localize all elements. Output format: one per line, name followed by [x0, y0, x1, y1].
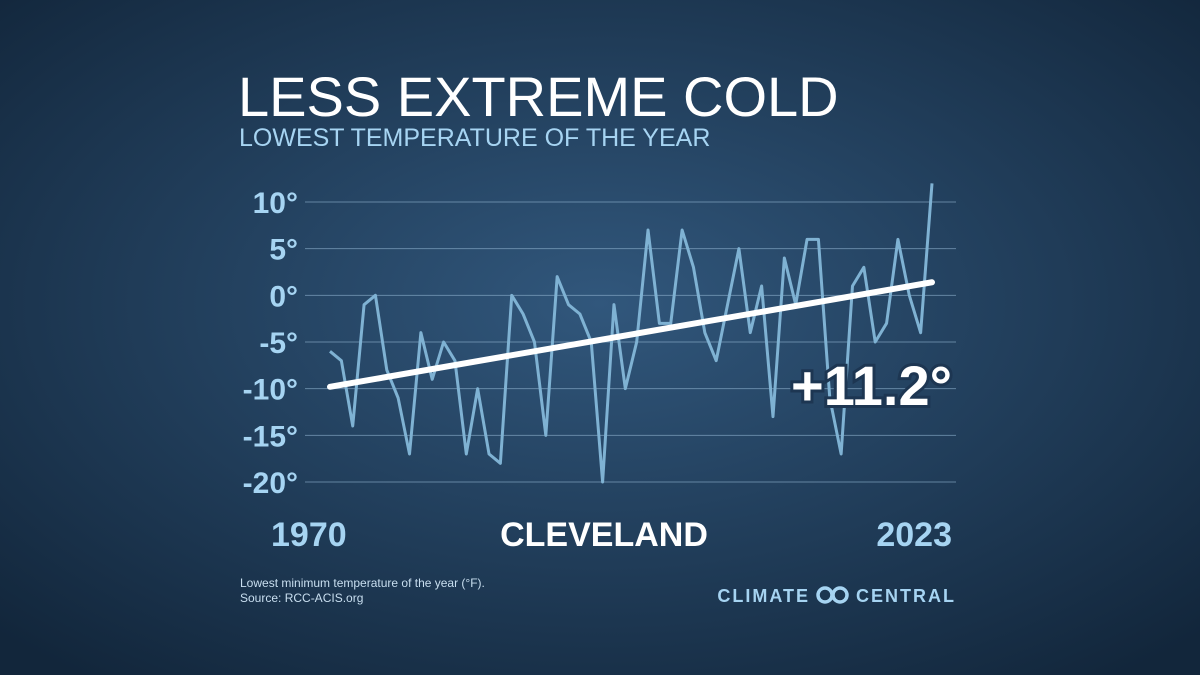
annotation: +11.2° — [791, 354, 952, 417]
location-label: CLEVELAND — [500, 516, 708, 554]
y-tick-label: 10° — [253, 187, 298, 220]
y-tick-label: -10° — [243, 374, 298, 407]
brand-text: CENTRAL — [856, 586, 956, 606]
y-tick-label: 5° — [269, 234, 298, 267]
footnote: Source: RCC-ACIS.org — [240, 591, 363, 605]
chart-title: LESS EXTREME COLD — [238, 65, 839, 128]
x-tick-label: 1970 — [271, 516, 347, 554]
y-tick-label: -15° — [243, 420, 298, 453]
chart-subtitle: LOWEST TEMPERATURE OF THE YEAR — [239, 124, 710, 152]
y-tick-label: 0° — [269, 280, 298, 313]
y-tick-label: -20° — [243, 467, 298, 500]
footnote: Lowest minimum temperature of the year (… — [240, 576, 485, 590]
trend-line — [327, 279, 935, 390]
brand-logo — [816, 586, 849, 604]
y-tick-label: -5° — [259, 327, 298, 360]
x-tick-label: 2023 — [876, 516, 952, 554]
brand-text: CLIMATE — [717, 586, 810, 606]
